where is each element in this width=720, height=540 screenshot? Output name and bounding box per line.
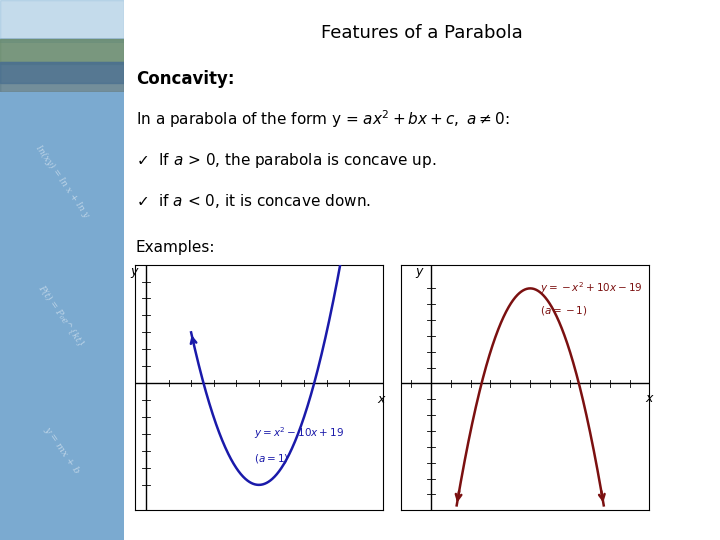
Bar <box>0 39 124 40</box>
Text: y: y <box>130 265 138 278</box>
Text: In a parabola of the form y = $\it{a}x^2 + \it{b}x + \it{c},\ \it{a} \neq 0$:: In a parabola of the form y = $\it{a}x^2… <box>136 108 510 130</box>
Text: Concavity:: Concavity: <box>136 70 234 88</box>
Text: ln(xy) = ln x + ln y: ln(xy) = ln x + ln y <box>34 144 90 219</box>
Bar <box>0 39 124 41</box>
Bar <box>0 39 124 40</box>
Bar <box>0 39 124 40</box>
Text: In a parabola of the form y =: In a parabola of the form y = <box>0 539 1 540</box>
Text: $\checkmark$  if $\it{a}$ < 0, it is concave down.: $\checkmark$ if $\it{a}$ < 0, it is conc… <box>136 192 371 210</box>
Bar <box>0 39 124 40</box>
Text: $(a = 1)$: $(a = 1)$ <box>254 451 289 464</box>
Text: y: y <box>415 265 423 278</box>
Bar <box>0 39 124 41</box>
Text: $y = -x^2 + 10x - 19$: $y = -x^2 + 10x - 19$ <box>540 280 643 295</box>
Bar <box>0 39 124 40</box>
Bar <box>0 39 124 40</box>
Text: Examples:: Examples: <box>136 240 215 255</box>
Text: P(t) = P₀e^{kt}: P(t) = P₀e^{kt} <box>37 284 86 348</box>
Text: $y = x^2 - 10x + 19$: $y = x^2 - 10x + 19$ <box>254 426 344 441</box>
Bar <box>0 39 124 40</box>
Bar <box>0 63 124 92</box>
Bar <box>0 39 124 41</box>
Bar <box>0 39 124 40</box>
Bar <box>0 39 124 64</box>
Bar <box>0 40 124 42</box>
Bar <box>0 39 124 40</box>
Bar <box>0 40 124 41</box>
Bar <box>0 39 124 40</box>
Text: x: x <box>646 392 653 405</box>
Bar <box>0 0 124 42</box>
Bar <box>0 39 124 41</box>
Text: y = mx + b: y = mx + b <box>42 425 81 476</box>
Text: $(a = -1)$: $(a = -1)$ <box>540 304 588 317</box>
Bar <box>0 40 124 41</box>
Bar <box>0 39 124 40</box>
Text: x: x <box>377 393 384 406</box>
Bar <box>0 39 124 40</box>
Bar <box>0 39 124 40</box>
Bar <box>0 40 124 41</box>
Bar <box>0 63 124 83</box>
Bar <box>0 38 124 40</box>
Text: Features of a Parabola: Features of a Parabola <box>321 24 523 42</box>
Bar <box>0 39 124 40</box>
Text: $\checkmark$  If $\it{a}$ > 0, the parabola is concave up.: $\checkmark$ If $\it{a}$ > 0, the parabo… <box>136 151 436 170</box>
Bar <box>0 39 124 41</box>
Bar <box>0 39 124 40</box>
Bar <box>0 40 124 41</box>
Bar <box>0 39 124 40</box>
Bar <box>0 39 124 40</box>
Bar <box>0 40 124 41</box>
Bar <box>0 39 124 41</box>
